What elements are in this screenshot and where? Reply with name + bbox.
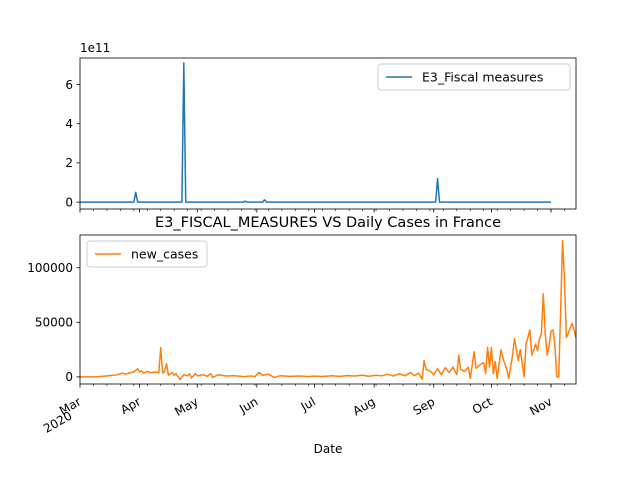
- bottom-y-tick-label: 0: [65, 370, 73, 384]
- top-axes-frame: [79, 57, 577, 210]
- bottom-x-tick-label: Jul: [298, 394, 318, 414]
- top-legend-box: [377, 63, 571, 91]
- x-axis-label: Date: [314, 442, 343, 456]
- bottom-legend-box: [86, 240, 208, 268]
- y-scale-offset-label: 1e11: [80, 41, 110, 55]
- top-y-tick-label: 0: [65, 195, 73, 209]
- chart-title: E3_FISCAL_MEASURES VS Daily Cases in Fra…: [155, 215, 501, 231]
- top-y-tick-label: 4: [65, 117, 73, 131]
- bottom-y-tick-label: 100000: [27, 261, 73, 275]
- top-series-line-e3-fiscal-measures: [80, 62, 552, 203]
- bottom-y-tick-label: 50000: [35, 316, 73, 330]
- top-y-tick-label: 6: [65, 78, 73, 92]
- top-y-tick-label: 2: [65, 156, 73, 170]
- bottom-series-line-new-cases: [80, 239, 576, 381]
- top-legend-label: E3_Fiscal measures: [422, 70, 543, 85]
- bottom-axes-frame: [79, 234, 577, 385]
- bottom-legend-label: new_cases: [131, 247, 198, 262]
- top-axes: 1e11 0 2 4 6 E3_Fiscal measures: [65, 41, 577, 213]
